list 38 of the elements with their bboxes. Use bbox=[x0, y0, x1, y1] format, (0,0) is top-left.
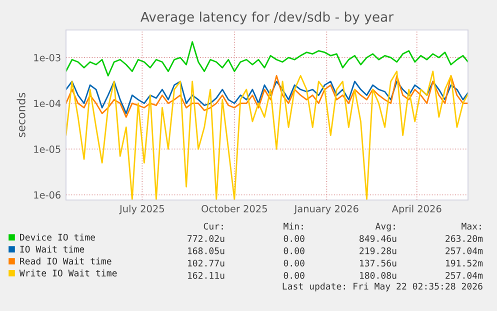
text: 257.04m bbox=[446, 272, 483, 279]
y-tick-label: 1e-03 bbox=[34, 54, 60, 62]
text: Last update: Fri May 22 02:35:28 2026 bbox=[282, 282, 482, 292]
text: Cur: bbox=[204, 222, 223, 230]
y-tick-label: 1e-05 bbox=[34, 146, 60, 153]
y-tick-label: 1e-06 bbox=[34, 191, 61, 199]
text: 849.46u bbox=[360, 235, 396, 242]
x-tick-label: January 2026 bbox=[294, 205, 358, 214]
chart-title: Average latency for /dev/sdb - by year bbox=[140, 12, 394, 24]
text: 0.00 bbox=[284, 247, 304, 254]
text: 180.08u bbox=[360, 272, 396, 279]
text: 168.05u bbox=[188, 247, 224, 254]
text: 0.00 bbox=[284, 260, 304, 267]
line-series bbox=[66, 80, 468, 114]
text: 0.00 bbox=[284, 272, 304, 279]
text: 191.52m bbox=[446, 260, 483, 267]
text: Avg: bbox=[375, 222, 395, 232]
text: Min: bbox=[284, 222, 303, 230]
legend-label: Write IO Wait time bbox=[19, 269, 117, 276]
text: 0.00 bbox=[284, 235, 304, 242]
text: 219.28u bbox=[360, 247, 396, 254]
y-axis-title: seconds bbox=[16, 92, 26, 138]
text: 263.20m bbox=[446, 235, 483, 242]
text: 102.77u bbox=[188, 260, 224, 267]
line-series bbox=[66, 41, 468, 76]
x-tick-label: July 2025 bbox=[119, 204, 164, 214]
text: Max: bbox=[462, 222, 481, 230]
text: 137.56u bbox=[360, 260, 396, 267]
legend-label: Device IO time bbox=[20, 234, 95, 241]
line-series bbox=[66, 75, 468, 118]
text: 257.04m bbox=[446, 247, 483, 254]
x-tick-label: October 2025 bbox=[202, 204, 267, 212]
x-tick-label: April 2026 bbox=[392, 204, 442, 214]
y-tick-label: 1e-04 bbox=[34, 100, 61, 108]
legend-label: Read IO Wait time bbox=[20, 258, 112, 265]
text: 162.11u bbox=[188, 272, 224, 279]
legend-label: IO Wait time bbox=[20, 246, 84, 253]
text: 772.02u bbox=[188, 235, 224, 242]
